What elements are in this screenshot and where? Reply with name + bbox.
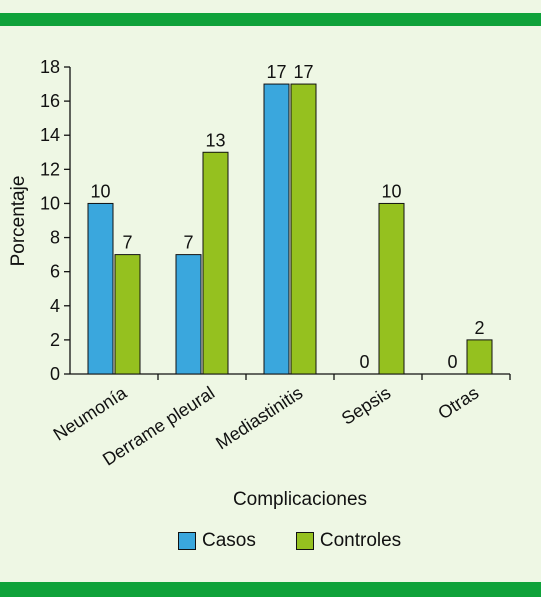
- bar-value-label: 10: [381, 181, 401, 201]
- bar-controles: [114, 254, 141, 375]
- y-tick-label: 18: [40, 57, 60, 77]
- bar-value-label: 0: [359, 352, 369, 372]
- bar-casos: [263, 83, 290, 375]
- x-tick-label: Neumonía: [50, 382, 131, 445]
- bar-value-label: 0: [447, 352, 457, 372]
- legend-item-casos: Casos: [178, 530, 256, 552]
- bar-value-label: 17: [293, 62, 313, 82]
- legend-swatch-controles: [295, 532, 314, 550]
- bar-value-label: 7: [122, 233, 132, 253]
- bar-controles: [466, 339, 493, 375]
- x-tick-label: Otras: [434, 383, 482, 424]
- legend-item-controles: Controles: [295, 530, 402, 552]
- y-tick-label: 10: [40, 193, 60, 213]
- y-tick-label: 2: [50, 330, 60, 350]
- bar-value-label: 7: [183, 233, 193, 253]
- y-tick-label: 12: [40, 159, 60, 179]
- legend-swatch-casos: [178, 532, 196, 550]
- bar-value-label: 13: [205, 130, 225, 150]
- legend: Casos Controles: [178, 530, 401, 552]
- bar-value-label: 2: [474, 318, 484, 338]
- y-tick-label: 6: [50, 262, 60, 282]
- bar-controles: [378, 202, 405, 375]
- y-tick-label: 14: [40, 125, 60, 145]
- x-tick-label: Sepsis: [338, 383, 394, 429]
- bar-value-label: 10: [90, 181, 110, 201]
- bars-group: [87, 83, 493, 375]
- y-tick-label: 4: [50, 296, 60, 316]
- legend-label-controles: Controles: [319, 530, 402, 551]
- bar-casos: [175, 254, 202, 375]
- legend-label-casos: Casos: [202, 530, 256, 551]
- y-tick-label: 0: [50, 364, 60, 384]
- top-accent-band: [0, 13, 541, 26]
- bottom-accent-band: [0, 582, 541, 597]
- bar-controles: [290, 83, 317, 375]
- bar-casos: [87, 202, 114, 375]
- bar-value-label: 17: [266, 62, 286, 82]
- y-tick-label: 8: [50, 228, 60, 248]
- x-axis-title: Complicaciones: [233, 489, 367, 510]
- x-tick-label: Mediastinitis: [212, 383, 306, 454]
- y-tick-label: 16: [40, 91, 60, 111]
- y-axis-title: Porcentaje: [8, 176, 29, 267]
- y-axis: 0 2 4 6 8 10 12 14 16 18: [40, 57, 71, 384]
- bar-controles: [202, 151, 229, 375]
